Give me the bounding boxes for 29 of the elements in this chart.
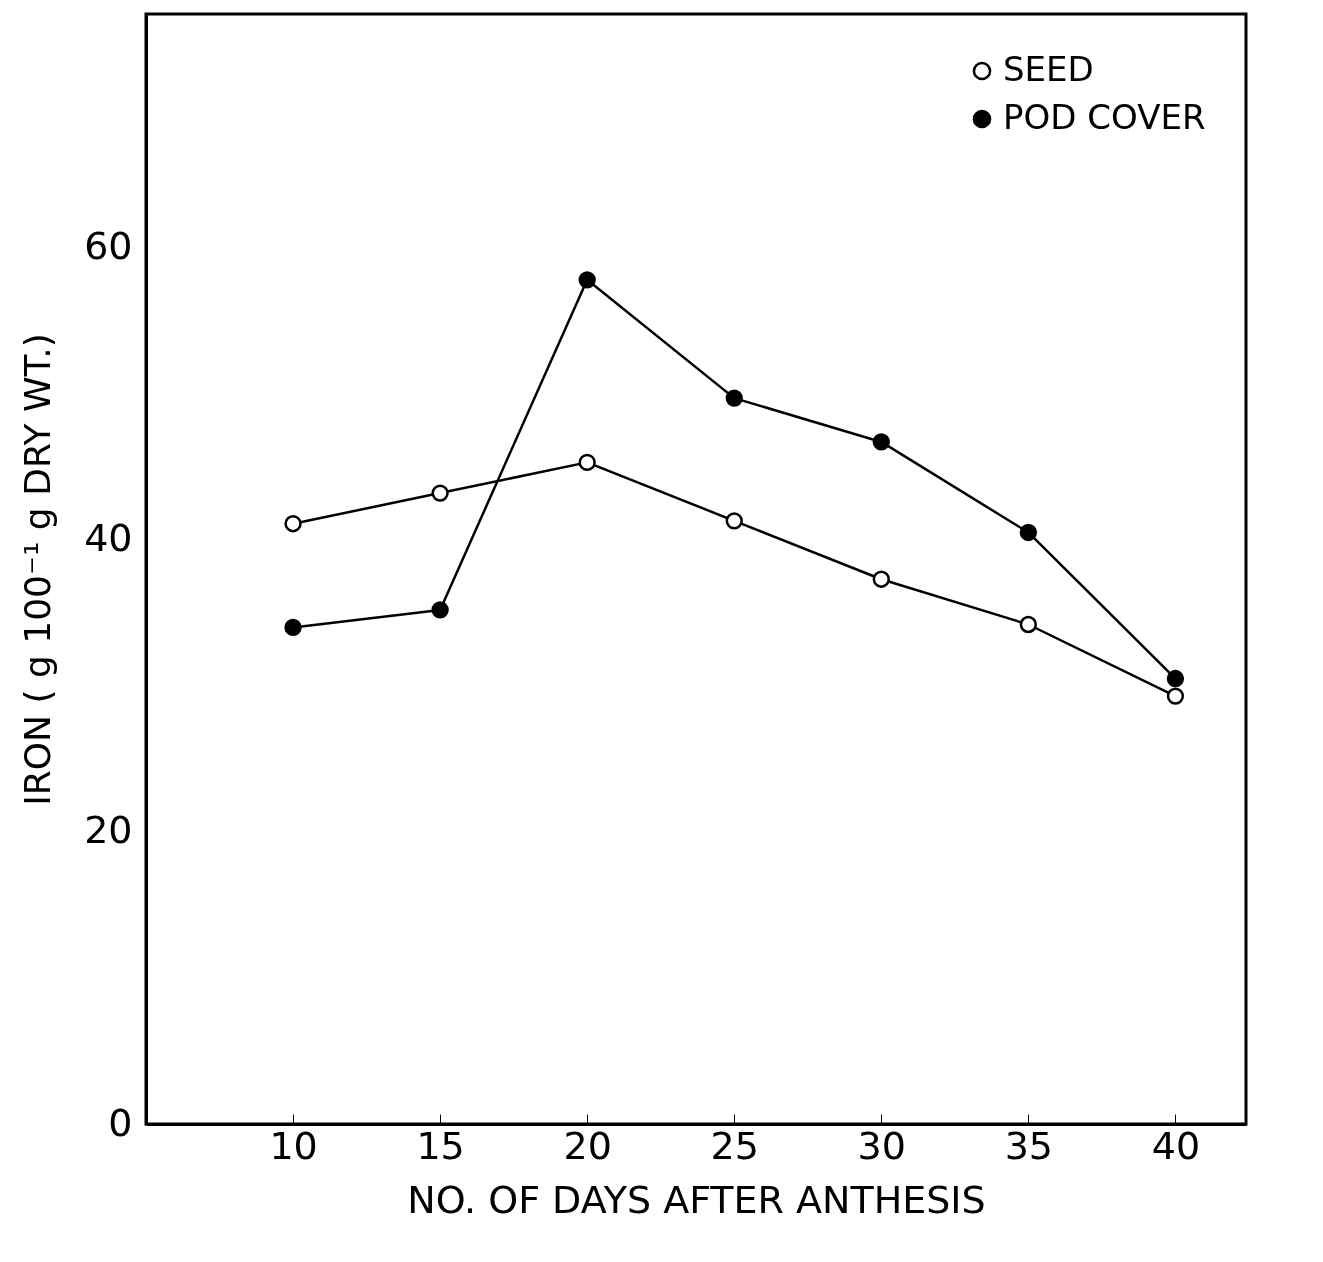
y-tick-label: 0 <box>108 1100 133 1145</box>
x-tick-label: 10 <box>269 1123 318 1168</box>
y-tick-label: 20 <box>84 808 133 853</box>
y-axis-title: IRON ( g 100⁻¹ g DRY WT.) <box>17 333 59 806</box>
x-tick-label: 25 <box>710 1123 759 1168</box>
point <box>431 484 449 502</box>
legend-label: POD COVER <box>1003 97 1206 137</box>
point <box>1166 687 1185 705</box>
point <box>1166 669 1185 688</box>
point <box>725 512 743 530</box>
y-tick-label: 40 <box>84 516 133 561</box>
point <box>872 570 890 588</box>
y-tick-label: 60 <box>84 224 133 269</box>
point <box>431 601 449 619</box>
point <box>872 433 890 451</box>
x-tick-label: 30 <box>857 1123 906 1168</box>
x-tick-label: 40 <box>1151 1123 1201 1168</box>
point <box>578 271 596 289</box>
legend-label: SEED <box>1003 49 1094 89</box>
point <box>725 389 743 407</box>
x-tick-label: 15 <box>416 1123 465 1168</box>
point <box>1019 615 1038 634</box>
x-axis-title: NO. OF DAYS AFTER ANTHESIS <box>407 1177 986 1222</box>
point <box>578 453 596 472</box>
point <box>1019 523 1038 542</box>
point <box>284 618 302 637</box>
point <box>284 515 302 533</box>
x-tick-label: 20 <box>563 1123 612 1168</box>
x-tick-label: 35 <box>1004 1123 1054 1168</box>
